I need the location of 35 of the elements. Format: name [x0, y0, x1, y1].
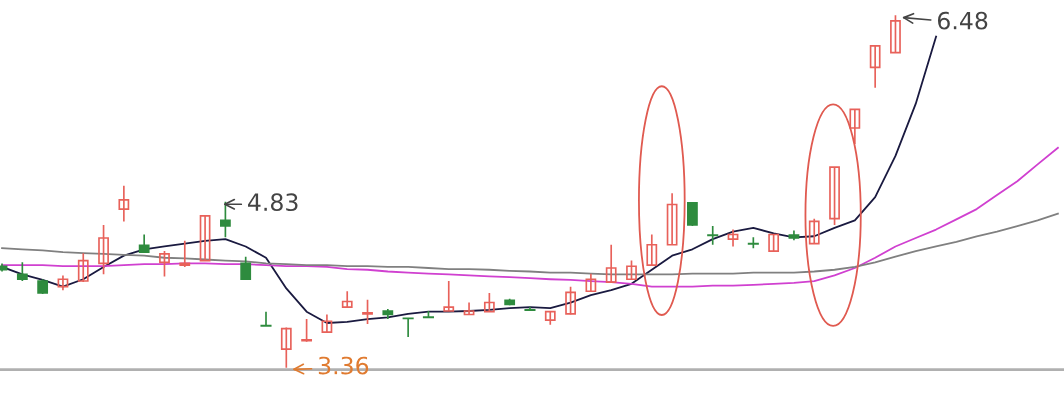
candlestick	[301, 318, 313, 343]
candlestick	[321, 313, 333, 333]
candlestick	[179, 240, 191, 268]
candlestick	[646, 233, 658, 266]
candlestick	[626, 259, 637, 281]
annotation: 6.48	[937, 11, 988, 30]
candlestick	[98, 224, 109, 276]
candlestick	[483, 292, 495, 313]
candlestick	[199, 214, 211, 262]
candlestick	[463, 301, 475, 316]
candlestick	[565, 285, 576, 316]
candlestick	[890, 14, 901, 54]
candlestick	[341, 290, 353, 308]
candlestick	[77, 252, 89, 283]
candlestick	[443, 280, 455, 312]
candlestick	[666, 192, 678, 246]
candlestick	[727, 228, 739, 248]
candlestick	[869, 45, 881, 89]
candlestick	[707, 225, 719, 246]
candlestick	[605, 243, 617, 283]
candlestick	[16, 261, 28, 282]
candlestick	[260, 310, 272, 327]
candlestick	[585, 272, 597, 293]
candlestick	[544, 310, 556, 326]
candlestick	[362, 298, 373, 325]
candlestick	[829, 166, 840, 226]
candlestick	[808, 217, 820, 245]
candlestick	[280, 326, 292, 369]
annotation: 3.36	[318, 356, 369, 375]
candlestick	[159, 250, 170, 278]
annotation: 4.83	[248, 193, 298, 212]
candlestick	[118, 185, 130, 223]
candlestick	[240, 255, 252, 281]
candlestick	[747, 236, 759, 250]
candlestick	[402, 317, 414, 338]
